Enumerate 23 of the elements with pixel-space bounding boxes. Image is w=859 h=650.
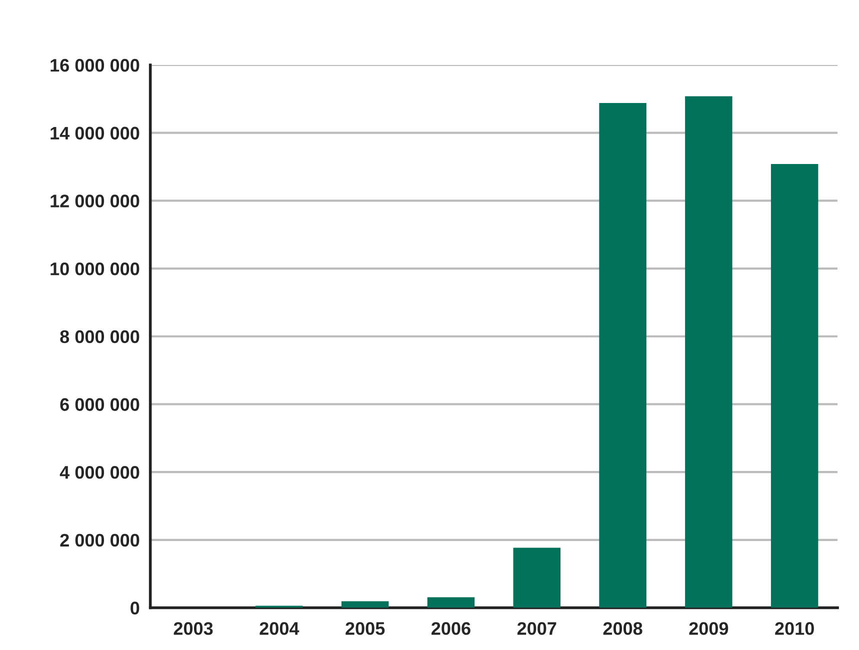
y-tick-label: 10 000 000 <box>50 262 140 276</box>
bar <box>599 102 646 608</box>
y-tick-label: 4 000 000 <box>60 466 140 479</box>
y-tick-label: 12 000 000 <box>50 194 140 208</box>
y-tick-label: 6 000 000 <box>60 398 140 411</box>
x-tick-label: 2005 <box>346 622 385 635</box>
bar <box>770 164 818 608</box>
x-tick-label: 2007 <box>517 622 556 635</box>
x-tick-label: 2010 <box>775 622 814 635</box>
x-tick-label: 2009 <box>689 622 728 635</box>
y-tick-label: 14 000 000 <box>50 126 140 140</box>
bar <box>513 548 560 608</box>
x-tick-label: 2008 <box>603 622 642 635</box>
y-tick-label: 0 <box>130 602 140 614</box>
y-tick-label: 8 000 000 <box>60 330 140 344</box>
x-tick-label: 2003 <box>174 622 213 635</box>
bar <box>427 597 475 608</box>
bar <box>341 601 389 608</box>
bar <box>685 96 732 608</box>
y-tick-label: 16 000 000 <box>50 58 140 72</box>
x-tick-label: 2004 <box>260 622 300 635</box>
x-tick-label: 2006 <box>432 622 470 635</box>
y-tick-label: 2 000 000 <box>60 534 140 547</box>
